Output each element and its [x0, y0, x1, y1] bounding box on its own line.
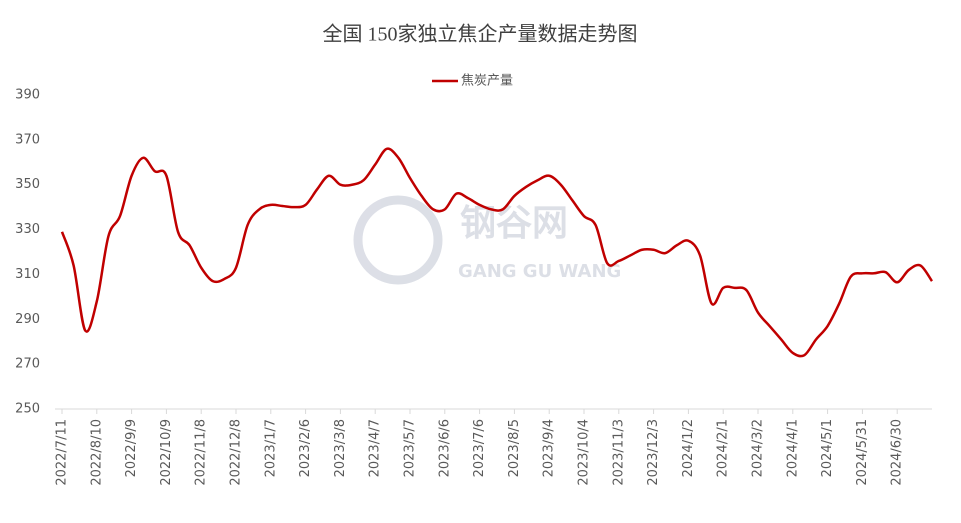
x-tick-label: 2023/3/8 — [333, 419, 348, 477]
x-tick-label: 2024/6/30 — [890, 419, 905, 486]
y-tick-label: 390 — [15, 88, 40, 103]
x-tick-label: 2024/1/2 — [681, 419, 696, 477]
x-tick-label: 2023/6/6 — [437, 419, 452, 477]
x-tick-label: 2024/2/1 — [716, 419, 731, 477]
chart-title: 全国 150家独立焦企产量数据走势图 — [323, 23, 638, 46]
watermark: 钢谷网 GANG GU WANG — [353, 195, 621, 285]
watermark-logo — [353, 195, 443, 285]
x-tick-label: 2023/8/5 — [507, 419, 522, 477]
y-tick-label: 250 — [15, 402, 40, 417]
y-tick-label: 310 — [15, 267, 40, 282]
y-tick-label: 270 — [15, 357, 40, 372]
y-tick-label: 290 — [15, 312, 40, 327]
x-tick-label: 2023/5/7 — [403, 419, 418, 477]
x-tick-label: 2022/11/8 — [194, 419, 209, 486]
y-tick-label: 350 — [15, 177, 40, 192]
y-tick-label: 330 — [15, 222, 40, 237]
x-tick-label: 2022/8/10 — [89, 419, 104, 486]
x-tick-label: 2023/7/6 — [472, 419, 487, 477]
x-tick-label: 2023/12/3 — [646, 419, 661, 486]
x-tick-label: 2023/1/7 — [263, 419, 278, 477]
x-tick-label: 2023/2/6 — [298, 419, 313, 477]
x-tick-label: 2022/9/9 — [124, 419, 139, 477]
watermark-name: 钢谷网 — [460, 203, 568, 244]
x-tick-label: 2024/4/1 — [785, 419, 800, 477]
x-tick-label: 2023/9/4 — [542, 419, 557, 477]
watermark-pinyin: GANG GU WANG — [458, 261, 621, 282]
x-tick-label: 2022/10/9 — [159, 419, 174, 486]
x-tick-label: 2024/5/1 — [820, 419, 835, 477]
x-tick-label: 2023/11/3 — [611, 419, 626, 486]
x-tick-label: 2022/12/8 — [229, 419, 244, 486]
x-tick-label: 2023/10/4 — [577, 419, 592, 486]
x-tick-label: 2024/3/2 — [751, 419, 766, 477]
y-tick-label: 370 — [15, 132, 40, 147]
x-tick-label: 2024/5/31 — [855, 419, 870, 486]
x-tick-label: 2023/4/7 — [368, 419, 383, 477]
legend-label: 焦炭产量 — [461, 74, 513, 89]
x-tick-label: 2022/7/11 — [55, 419, 70, 486]
series-line — [60, 147, 934, 358]
